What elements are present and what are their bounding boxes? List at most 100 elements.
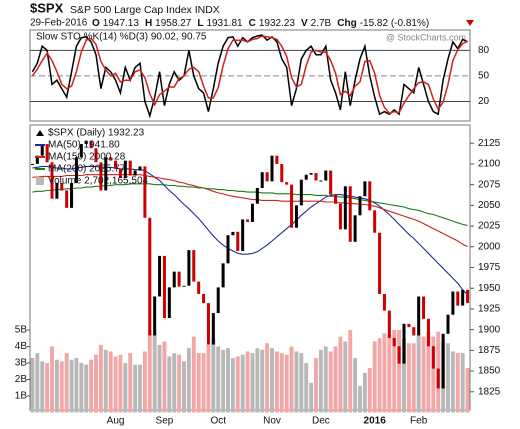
candle xyxy=(241,219,245,251)
quote-value: 1958.27 xyxy=(155,18,192,29)
candle xyxy=(202,294,206,304)
quote-value: 1932.23 xyxy=(259,18,296,29)
volume-bar xyxy=(431,336,436,413)
y2-tick-label: 3B xyxy=(15,358,28,369)
volume-bar xyxy=(455,353,460,413)
y-tick-label: 20 xyxy=(478,96,490,107)
volume-bar xyxy=(362,372,367,413)
candle xyxy=(79,144,83,158)
volume-bar xyxy=(211,338,216,413)
candle xyxy=(402,323,406,364)
candle xyxy=(290,184,294,228)
candle xyxy=(246,219,250,222)
candle xyxy=(187,250,191,286)
volume-bar xyxy=(89,359,94,413)
volume-bar xyxy=(230,358,235,413)
volume-bar xyxy=(108,351,113,413)
candle xyxy=(158,255,162,297)
candle xyxy=(441,333,445,389)
volume-bar xyxy=(182,361,186,413)
y2-tick-label: 4B xyxy=(15,341,28,352)
candle xyxy=(40,144,44,156)
volume-bar xyxy=(274,351,279,413)
quote-label: L xyxy=(197,18,203,29)
ma-line xyxy=(32,183,468,226)
x-tick-label: Nov xyxy=(263,416,281,427)
volume-bar xyxy=(353,358,358,413)
y-tick-label: 2000 xyxy=(478,241,501,252)
candle xyxy=(35,155,39,164)
candle xyxy=(353,215,357,242)
y2-tick-label: 5B xyxy=(15,325,28,336)
volume-bar xyxy=(84,364,89,413)
quote-label: V xyxy=(301,18,308,29)
legend-label: $SPX (Daily) 1932.23 xyxy=(48,128,145,139)
legend-label: MA(50) 1941.80 xyxy=(48,140,120,151)
candle xyxy=(358,196,362,216)
volume-bar xyxy=(387,334,392,413)
volume-bar xyxy=(328,351,333,413)
volume-bar xyxy=(372,341,377,413)
volume-bar xyxy=(255,348,260,413)
candle xyxy=(60,182,64,191)
candle xyxy=(30,163,34,165)
candle xyxy=(270,155,274,182)
legend-marker xyxy=(36,177,44,185)
candle xyxy=(211,313,215,345)
candle xyxy=(148,217,152,336)
candle xyxy=(466,289,470,303)
candle xyxy=(368,181,372,211)
candle xyxy=(343,186,347,230)
candle xyxy=(304,174,308,180)
volume-bar xyxy=(250,353,255,413)
volume-bar xyxy=(172,353,177,413)
candle xyxy=(50,162,54,199)
candle xyxy=(89,140,93,149)
volume-bar xyxy=(123,363,128,413)
volume-bar xyxy=(333,346,338,413)
x-tick-label: Aug xyxy=(107,416,125,427)
date: 29-Feb-2016 xyxy=(30,18,88,29)
volume-bar xyxy=(30,358,35,413)
y-tick-label: 80 xyxy=(478,45,490,56)
volume-bar xyxy=(294,351,299,413)
quote-label: H xyxy=(145,18,152,29)
x-tick-label: Dec xyxy=(312,416,330,427)
candle xyxy=(118,168,122,179)
volume-bar xyxy=(289,346,294,413)
y-tick-label: 2025 xyxy=(478,221,501,232)
y-tick-label: 1875 xyxy=(478,345,501,356)
volume-bar xyxy=(240,354,245,413)
candle xyxy=(299,179,303,206)
legend-label: MA(200) 2025.77 xyxy=(48,164,126,175)
volume-bar xyxy=(98,344,103,413)
volume-bar xyxy=(265,343,270,413)
stoch-title: Slow STO %K(14) %D(3) 90.02, 90.75 xyxy=(36,32,207,43)
volume-bar xyxy=(216,346,221,413)
candle xyxy=(99,162,103,191)
candle xyxy=(382,294,386,311)
volume-bar xyxy=(113,356,118,413)
candle xyxy=(153,296,157,336)
volume-bar xyxy=(323,346,328,413)
volume-bar xyxy=(406,343,411,413)
candle xyxy=(70,182,74,208)
volume-bar xyxy=(446,343,450,413)
candle xyxy=(128,160,132,176)
candle xyxy=(407,323,411,328)
volume-bar xyxy=(69,359,74,413)
candle xyxy=(280,163,284,183)
candle xyxy=(461,289,465,306)
candle xyxy=(285,182,289,185)
candle xyxy=(250,203,254,222)
y-tick-label: 1950 xyxy=(478,283,501,294)
y-tick-label: 1925 xyxy=(478,304,501,315)
candle xyxy=(451,291,455,315)
candle xyxy=(182,285,186,287)
candle xyxy=(265,172,269,182)
volume-bar xyxy=(450,351,455,413)
candle xyxy=(162,255,166,319)
candle xyxy=(378,232,382,295)
volume-bar xyxy=(392,330,397,413)
candle xyxy=(221,263,225,288)
